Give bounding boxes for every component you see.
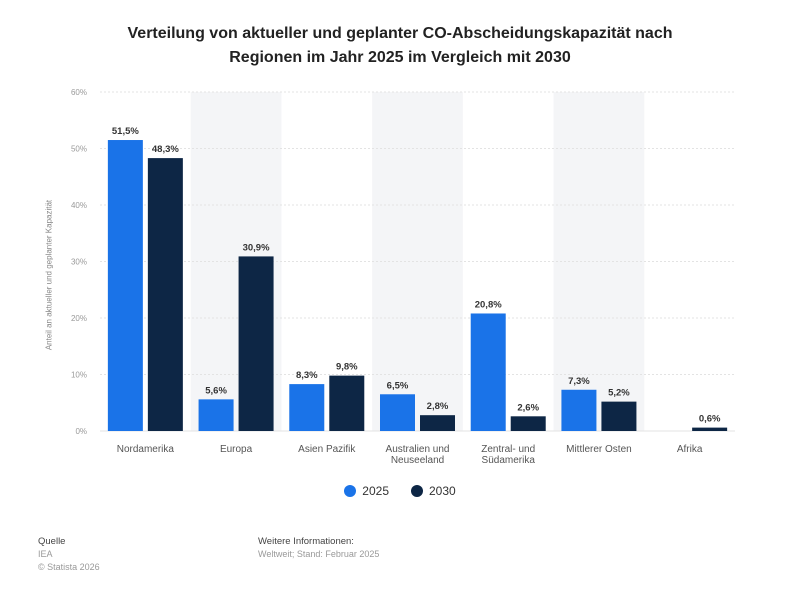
x-tick-label: Zentral- und [481, 444, 535, 455]
y-tick-label: 30% [71, 258, 87, 267]
y-tick-label: 60% [71, 88, 87, 97]
x-tick-label: Europa [220, 444, 253, 455]
data-label: 8,3% [296, 370, 318, 381]
data-label: 7,3% [568, 376, 590, 387]
bar-2030 [601, 401, 637, 431]
chart-title-line-2: Regionen im Jahr 2025 im Vergleich mit 2… [229, 49, 571, 66]
x-tick-label: Nordamerika [117, 444, 175, 455]
data-label: 20,8% [475, 299, 502, 310]
legend-item-2025[interactable]: 2025 [344, 484, 389, 498]
x-tick-label: Australien und [386, 444, 450, 455]
legend-label-2030: 2030 [429, 484, 456, 498]
x-tick-label: Afrika [677, 444, 703, 455]
data-label: 51,5% [112, 126, 139, 137]
legend-item-2030[interactable]: 2030 [411, 484, 456, 498]
source-value[interactable]: IEA [38, 549, 53, 559]
data-label: 6,5% [387, 380, 409, 391]
data-label: 9,8% [336, 362, 358, 373]
data-label: 2,6% [517, 402, 539, 413]
info-label[interactable]: Weitere Informationen: [258, 536, 354, 547]
bar-2025 [561, 389, 597, 431]
bar-2025 [198, 399, 234, 431]
x-tick-label: Südamerika [482, 455, 536, 466]
x-tick-label: Neuseeland [391, 455, 444, 466]
data-label: 2,8% [427, 401, 449, 412]
footer-info: Weitere Informationen: Weltweit; Stand: … [258, 535, 379, 561]
info-value: Weltweit; Stand: Februar 2025 [258, 549, 380, 559]
data-label: 30,9% [243, 242, 270, 253]
bar-2030 [329, 375, 365, 431]
bar-2025 [289, 384, 325, 431]
y-tick-label: 10% [71, 371, 87, 380]
legend-swatch-2025 [344, 485, 357, 497]
bar-2025 [380, 394, 415, 431]
y-tick-label: 0% [75, 427, 87, 436]
bar-2030 [420, 415, 455, 431]
data-label: 48,3% [152, 144, 179, 155]
bar-2030 [238, 256, 274, 431]
y-tick-label: 40% [71, 201, 87, 210]
chart-legend: 2025 2030 [0, 484, 800, 498]
y-tick-label: 50% [71, 145, 87, 154]
bar-2030 [147, 158, 183, 432]
bar-2025 [107, 140, 143, 431]
chart-title: Verteilung von aktueller und geplanter C… [60, 22, 740, 70]
source-label: Quelle [38, 536, 66, 547]
data-label: 5,2% [608, 388, 630, 399]
footer-source: Quelle IEA © Statista 2026 [38, 535, 100, 574]
data-label: 5,6% [205, 385, 227, 396]
legend-swatch-2030 [411, 485, 423, 497]
x-tick-label: Mittlerer Osten [566, 444, 632, 455]
bar-2025 [470, 313, 506, 431]
y-tick-label: 20% [71, 314, 87, 323]
x-tick-label: Asien Pazifik [298, 444, 356, 455]
bar-2030 [510, 416, 546, 431]
legend-label-2025: 2025 [362, 484, 389, 498]
bar-chart: 0% 10% 20% 30% 40% 50% 60% 51,5% 48,3% Nordamerik… [71, 88, 735, 466]
copyright[interactable]: © Statista 2026 [38, 562, 100, 572]
bar-2030 [692, 427, 728, 431]
chart-title-line-1: Verteilung von aktueller und geplanter C… [127, 25, 673, 42]
data-label: 0,6% [699, 414, 721, 425]
